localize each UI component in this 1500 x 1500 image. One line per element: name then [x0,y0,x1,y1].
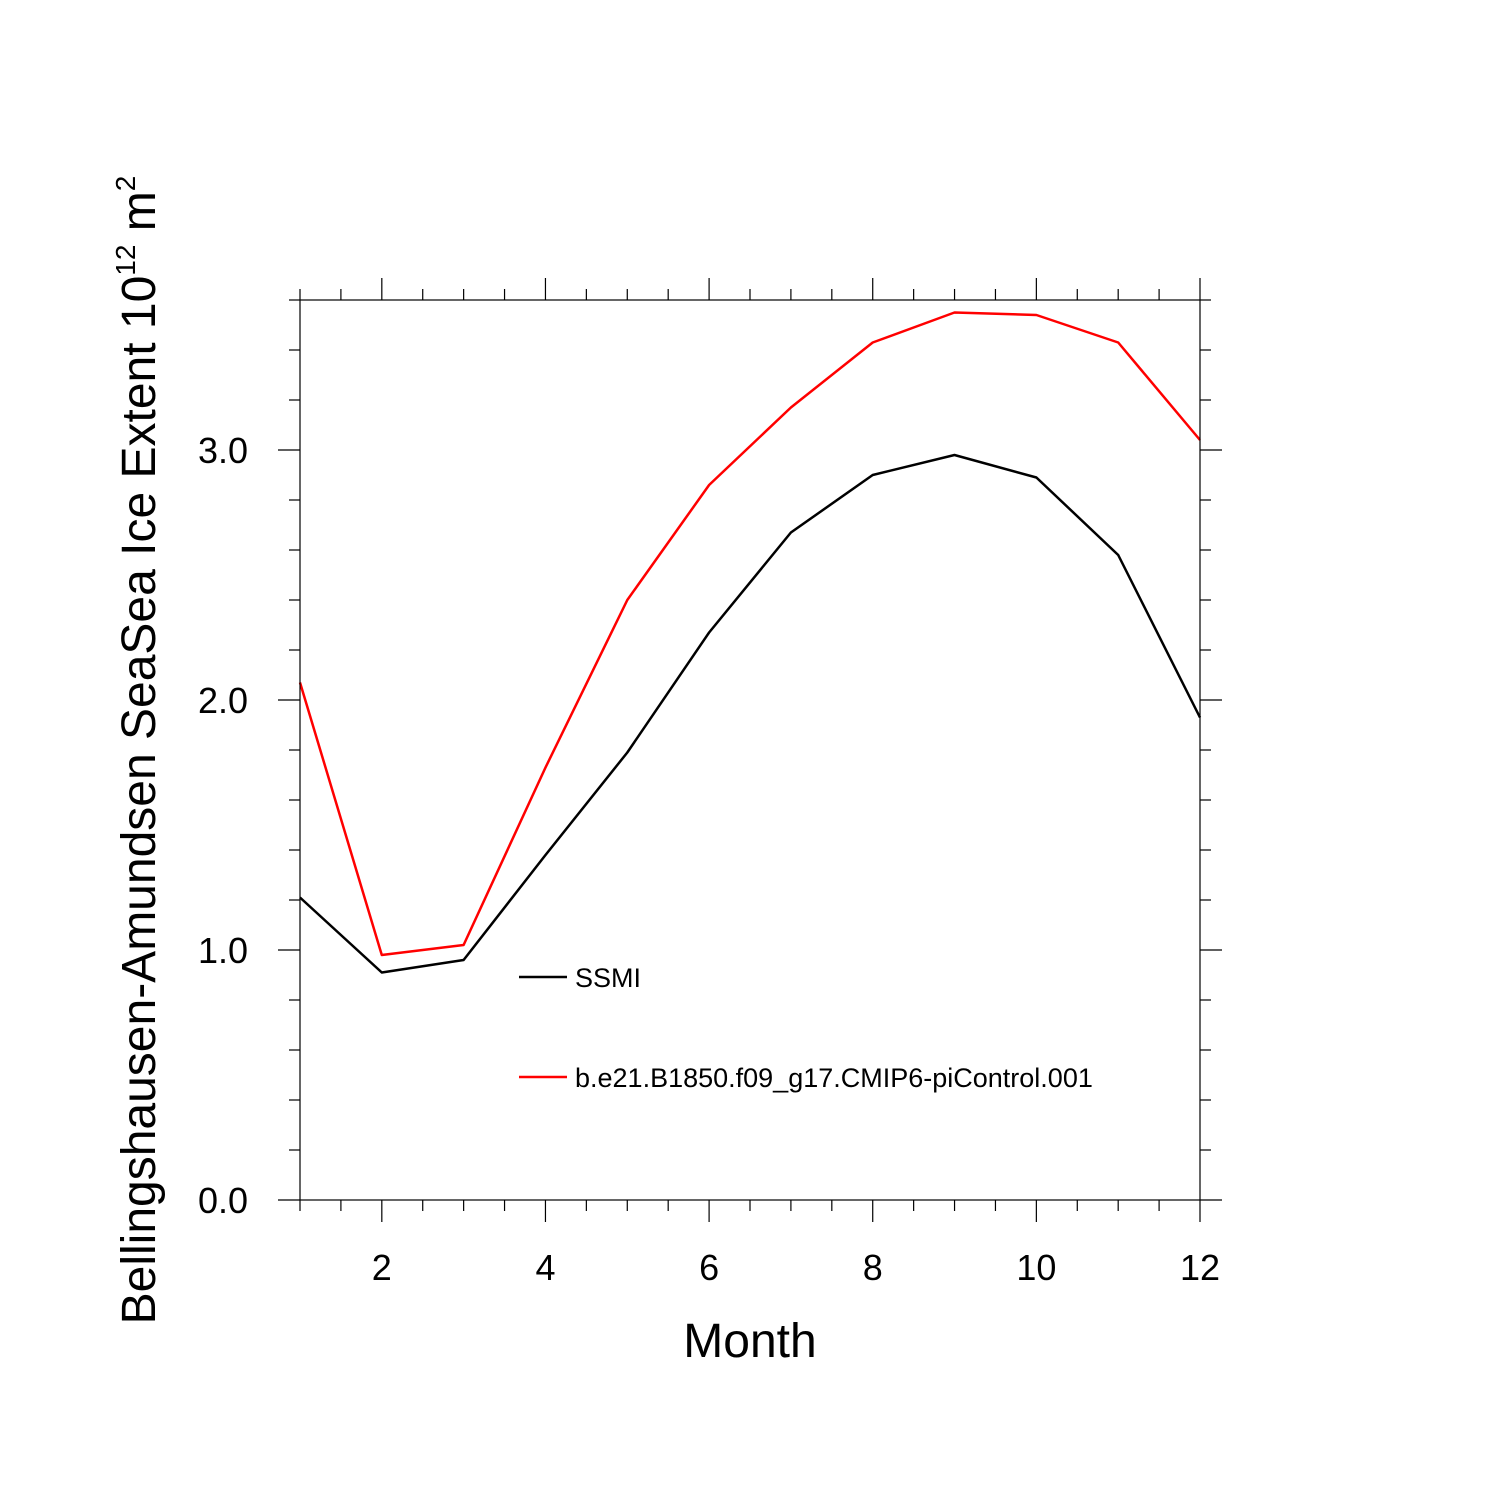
series-lines [298,311,1202,974]
legend-label-picontrol: b.e21.B1850.f09_g17.CMIP6-piControl.001 [575,1063,1093,1093]
axis-ticks [278,278,1222,1222]
x-tick-label: 12 [1180,1247,1220,1288]
y-axis-title-unit-sup: 2 [110,176,141,192]
series-line-ssmi [299,453,1202,974]
y-tick-label: 3.0 [198,430,248,471]
y-tick-label: 2.0 [198,680,248,721]
x-tick-label: 6 [699,1247,719,1288]
x-axis-title: Month [683,1315,816,1368]
y-axis-title-unit: m [113,191,166,244]
x-tick-label: 4 [535,1247,555,1288]
y-axis-title-sup: 12 [110,245,141,276]
x-tick-label: 10 [1016,1247,1056,1288]
y-tick-label: 0.0 [198,1180,248,1221]
tick-labels: 2 4 6 8 10 12 0.0 1.0 2.0 3.0 [198,430,1220,1288]
plot-frame [299,299,1201,1201]
x-tick-label: 8 [863,1247,883,1288]
y-tick-label: 1.0 [198,930,248,971]
y-axis-title: Bellingshausen-Amundsen SeaSea Ice Exten… [110,176,166,1325]
legend: SSMI b.e21.B1850.f09_g17.CMIP6-piControl… [519,963,1093,1093]
x-tick-label: 2 [372,1247,392,1288]
y-axis-title-main: Bellingshausen-Amundsen SeaSea Ice Exten… [113,276,166,1325]
series-line-picontrol [298,311,1201,957]
legend-label-ssmi: SSMI [575,963,641,993]
